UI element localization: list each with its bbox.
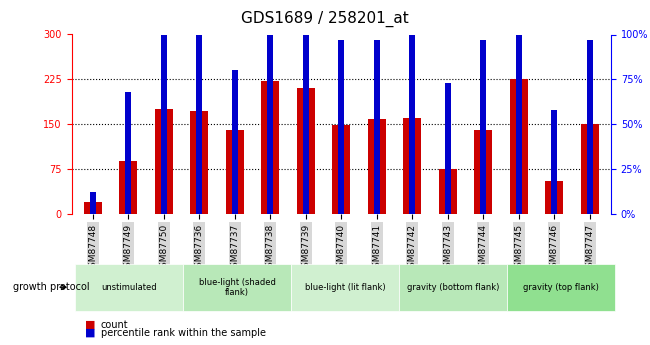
Text: gravity (top flank): gravity (top flank): [523, 283, 599, 292]
Bar: [120, 161, 137, 214]
Bar: [226, 130, 244, 214]
Bar: [439, 169, 456, 214]
Bar: [303, 34, 309, 214]
Bar: [374, 40, 380, 214]
Bar: [267, 34, 274, 214]
Bar: [261, 81, 279, 214]
Text: unstimulated: unstimulated: [101, 283, 157, 292]
Bar: [551, 110, 557, 214]
Bar: [445, 83, 451, 214]
Bar: [231, 70, 238, 214]
Bar: [586, 40, 593, 214]
Bar: [84, 202, 101, 214]
Bar: [155, 109, 173, 214]
Text: ■: ■: [84, 320, 95, 330]
Bar: [332, 125, 350, 214]
Bar: [125, 92, 131, 214]
Bar: [480, 40, 486, 214]
Bar: [581, 124, 599, 214]
Text: gravity (bottom flank): gravity (bottom flank): [406, 283, 499, 292]
Text: blue-light (lit flank): blue-light (lit flank): [305, 283, 385, 292]
Bar: [474, 130, 492, 214]
Bar: [338, 40, 344, 214]
Bar: [404, 118, 421, 214]
Bar: [196, 34, 202, 214]
Text: growth protocol: growth protocol: [13, 282, 90, 292]
Bar: [545, 181, 563, 214]
Bar: [409, 34, 415, 214]
Bar: [190, 111, 208, 214]
Text: percentile rank within the sample: percentile rank within the sample: [101, 328, 266, 337]
Text: ■: ■: [84, 328, 95, 337]
Bar: [515, 34, 522, 214]
Bar: [161, 34, 167, 214]
Text: count: count: [101, 320, 129, 330]
Bar: [368, 119, 385, 214]
Bar: [510, 79, 528, 214]
Text: GDS1689 / 258201_at: GDS1689 / 258201_at: [241, 10, 409, 27]
Bar: [297, 88, 315, 214]
Bar: [90, 193, 96, 214]
Text: blue-light (shaded
flank): blue-light (shaded flank): [198, 277, 276, 297]
